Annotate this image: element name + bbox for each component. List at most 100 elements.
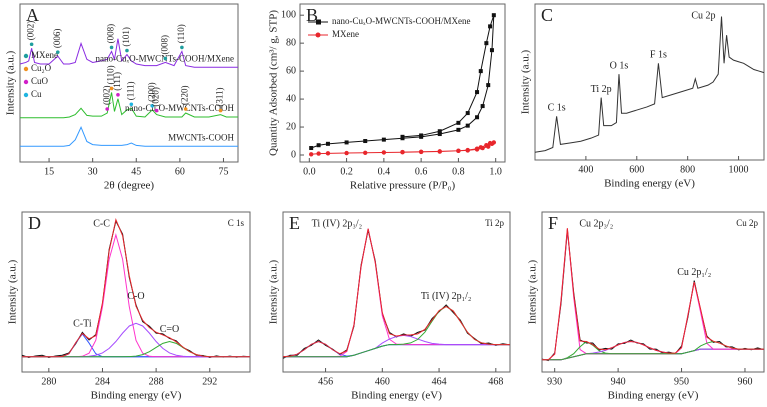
x-tick-label: 0.6 — [415, 166, 428, 177]
series-line — [282, 230, 511, 359]
marker — [437, 149, 442, 154]
x-tick-label: 1000 — [729, 164, 749, 175]
peak-marker — [129, 102, 134, 107]
marker — [465, 147, 470, 153]
series-line — [283, 344, 510, 358]
annotation: Cu 2p₁/₂ — [677, 267, 711, 278]
x-axis-label: Relative pressure (P/P₀) — [350, 180, 456, 192]
peak-marker — [55, 50, 60, 54]
series-line — [534, 16, 765, 153]
annotation: Ti (IV) 2p₁/₂ — [421, 291, 472, 302]
x-tick-label: 1.0 — [489, 166, 502, 177]
peak-marker — [183, 107, 188, 111]
marker — [308, 152, 314, 157]
x-axis-label: 2θ (degree) — [104, 180, 154, 192]
peak-label: (220) — [180, 86, 190, 106]
x-axis-label: Binding energy (eV) — [608, 390, 699, 402]
x-tick-label: 930 — [547, 376, 562, 387]
corner-label: C 1s — [228, 218, 245, 228]
annotation: F 1s — [650, 50, 667, 61]
marker — [363, 139, 368, 144]
series-line — [283, 305, 510, 358]
peak-marker — [163, 56, 168, 61]
plot-frame — [299, 3, 506, 163]
x-tick-label: 60 — [175, 166, 185, 177]
marker — [484, 41, 489, 46]
x-tick-label: 288 — [149, 376, 164, 387]
marker — [478, 69, 483, 74]
annotation: O 1s — [610, 60, 629, 71]
phase-label: MXene — [31, 50, 58, 60]
peak-marker — [150, 104, 155, 108]
phase-marker — [23, 66, 29, 72]
peak-marker — [180, 45, 184, 50]
x-tick-label: 600 — [629, 164, 644, 175]
peak-label: (008) — [159, 35, 169, 55]
marker — [419, 133, 424, 138]
series-line — [21, 219, 251, 359]
marker — [400, 149, 405, 155]
marker — [465, 123, 470, 128]
annotation: Cu 2p₃/₂ — [579, 218, 613, 229]
peak-label: (110) — [106, 65, 116, 84]
corner-label: Ti 2p — [485, 218, 504, 228]
series-line — [22, 333, 250, 358]
series-line — [22, 217, 250, 358]
series-line — [20, 92, 238, 119]
marker — [465, 111, 470, 116]
marker — [316, 143, 321, 148]
x-tick-label: 280 — [41, 376, 56, 387]
y-axis-label: Intensity (a.u.) — [527, 259, 539, 324]
x-tick-label: 292 — [202, 376, 217, 387]
marker — [309, 146, 314, 151]
x-axis-label: Binding energy (eV) — [604, 178, 695, 190]
peak-marker — [125, 48, 129, 53]
series-label: MWCNTs-COOH — [168, 132, 234, 142]
marker — [316, 151, 321, 156]
marker — [456, 127, 461, 132]
plot-frame — [21, 211, 251, 373]
x-tick-label: 284 — [95, 376, 110, 387]
series-line — [282, 228, 510, 358]
series-label: nano-CuₓO-MWCNTs-COOH — [125, 103, 234, 113]
plot-frame — [19, 3, 239, 163]
phase-marker — [23, 92, 29, 98]
legend-label: nano-CuₓO-MWCNTs-COOH/MXene — [332, 16, 470, 26]
x-tick-label: 456 — [318, 376, 333, 387]
series-line — [542, 281, 764, 361]
y-axis-label: Intensity (a.u.) — [7, 259, 19, 324]
x-axis-label: Binding energy (eV) — [91, 390, 182, 402]
peak-label: (311) — [215, 87, 225, 106]
x-tick-label: 950 — [674, 376, 689, 387]
x-tick-label: 400 — [578, 164, 593, 175]
peak-marker — [218, 108, 223, 113]
series-line — [542, 341, 764, 361]
y-tick-label: 80 — [286, 37, 296, 48]
marker — [484, 143, 489, 148]
marker — [344, 150, 349, 156]
y-tick-label: 60 — [286, 65, 296, 76]
annotation: Cu 2p — [691, 10, 715, 21]
series-line — [542, 228, 764, 361]
annotation: C=O — [160, 324, 180, 335]
marker — [475, 115, 480, 120]
panel-label: E — [289, 213, 300, 233]
series-line — [19, 38, 238, 68]
marker — [486, 83, 491, 88]
series-line — [541, 230, 765, 362]
x-tick-label: 464 — [432, 376, 447, 387]
y-axis-label: Quantity Adsorbed (cm³/ g, STP) — [268, 10, 280, 156]
plot-frame — [282, 211, 511, 373]
marker — [418, 149, 424, 154]
annotation: C 1s — [548, 103, 566, 114]
marker — [437, 129, 442, 134]
x-tick-label: 45 — [131, 166, 141, 177]
marker — [489, 48, 494, 53]
y-tick-label: 100 — [281, 9, 296, 20]
x-tick-label: 0.8 — [452, 166, 465, 177]
marker — [475, 90, 480, 95]
x-tick-label: 0.4 — [378, 166, 391, 177]
series-line — [542, 340, 764, 361]
y-tick-label: 20 — [286, 121, 296, 132]
marker — [325, 151, 331, 156]
